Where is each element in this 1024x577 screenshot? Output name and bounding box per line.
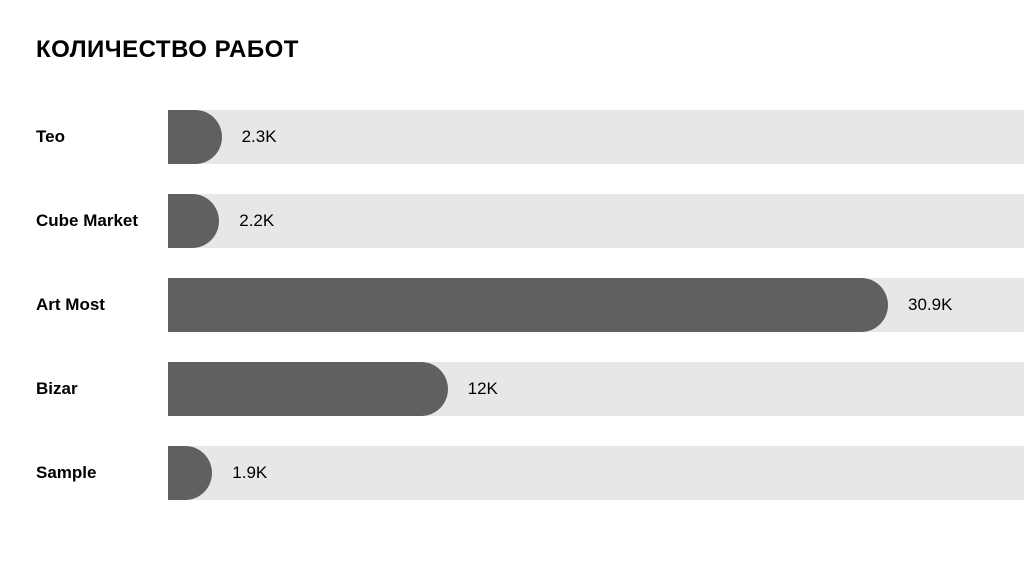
chart-row: Cube Market 2.2K bbox=[36, 194, 1024, 248]
value-label: 30.9K bbox=[908, 295, 952, 315]
bar-fill bbox=[168, 362, 448, 416]
chart-row: Art Most 30.9K bbox=[36, 278, 1024, 332]
bar-track: 2.3K bbox=[168, 110, 1024, 164]
bar-track: 12K bbox=[168, 362, 1024, 416]
bar-chart: Teo 2.3K Cube Market 2.2K Art Most 30.9K Bizar… bbox=[36, 110, 1024, 500]
chart-container: КОЛИЧЕСТВО РАБОТ Teo 2.3K Cube Market 2.2K A… bbox=[0, 0, 1024, 577]
chart-row: Bizar 12K bbox=[36, 362, 1024, 416]
bar-track: 2.2K bbox=[168, 194, 1024, 248]
category-label: Cube Market bbox=[36, 211, 168, 231]
bar-track: 1.9K bbox=[168, 446, 1024, 500]
bar-fill bbox=[168, 194, 219, 248]
category-label: Art Most bbox=[36, 295, 168, 315]
category-label: Bizar bbox=[36, 379, 168, 399]
chart-row: Teo 2.3K bbox=[36, 110, 1024, 164]
chart-title: КОЛИЧЕСТВО РАБОТ bbox=[36, 36, 1024, 64]
value-label: 12K bbox=[468, 379, 498, 399]
bar-fill bbox=[168, 278, 888, 332]
value-label: 2.2K bbox=[239, 211, 274, 231]
bar-fill bbox=[168, 446, 212, 500]
value-label: 2.3K bbox=[242, 127, 277, 147]
category-label: Sample bbox=[36, 463, 168, 483]
category-label: Teo bbox=[36, 127, 168, 147]
chart-row: Sample 1.9K bbox=[36, 446, 1024, 500]
value-label: 1.9K bbox=[232, 463, 267, 483]
bar-track: 30.9K bbox=[168, 278, 1024, 332]
bar-fill bbox=[168, 110, 222, 164]
